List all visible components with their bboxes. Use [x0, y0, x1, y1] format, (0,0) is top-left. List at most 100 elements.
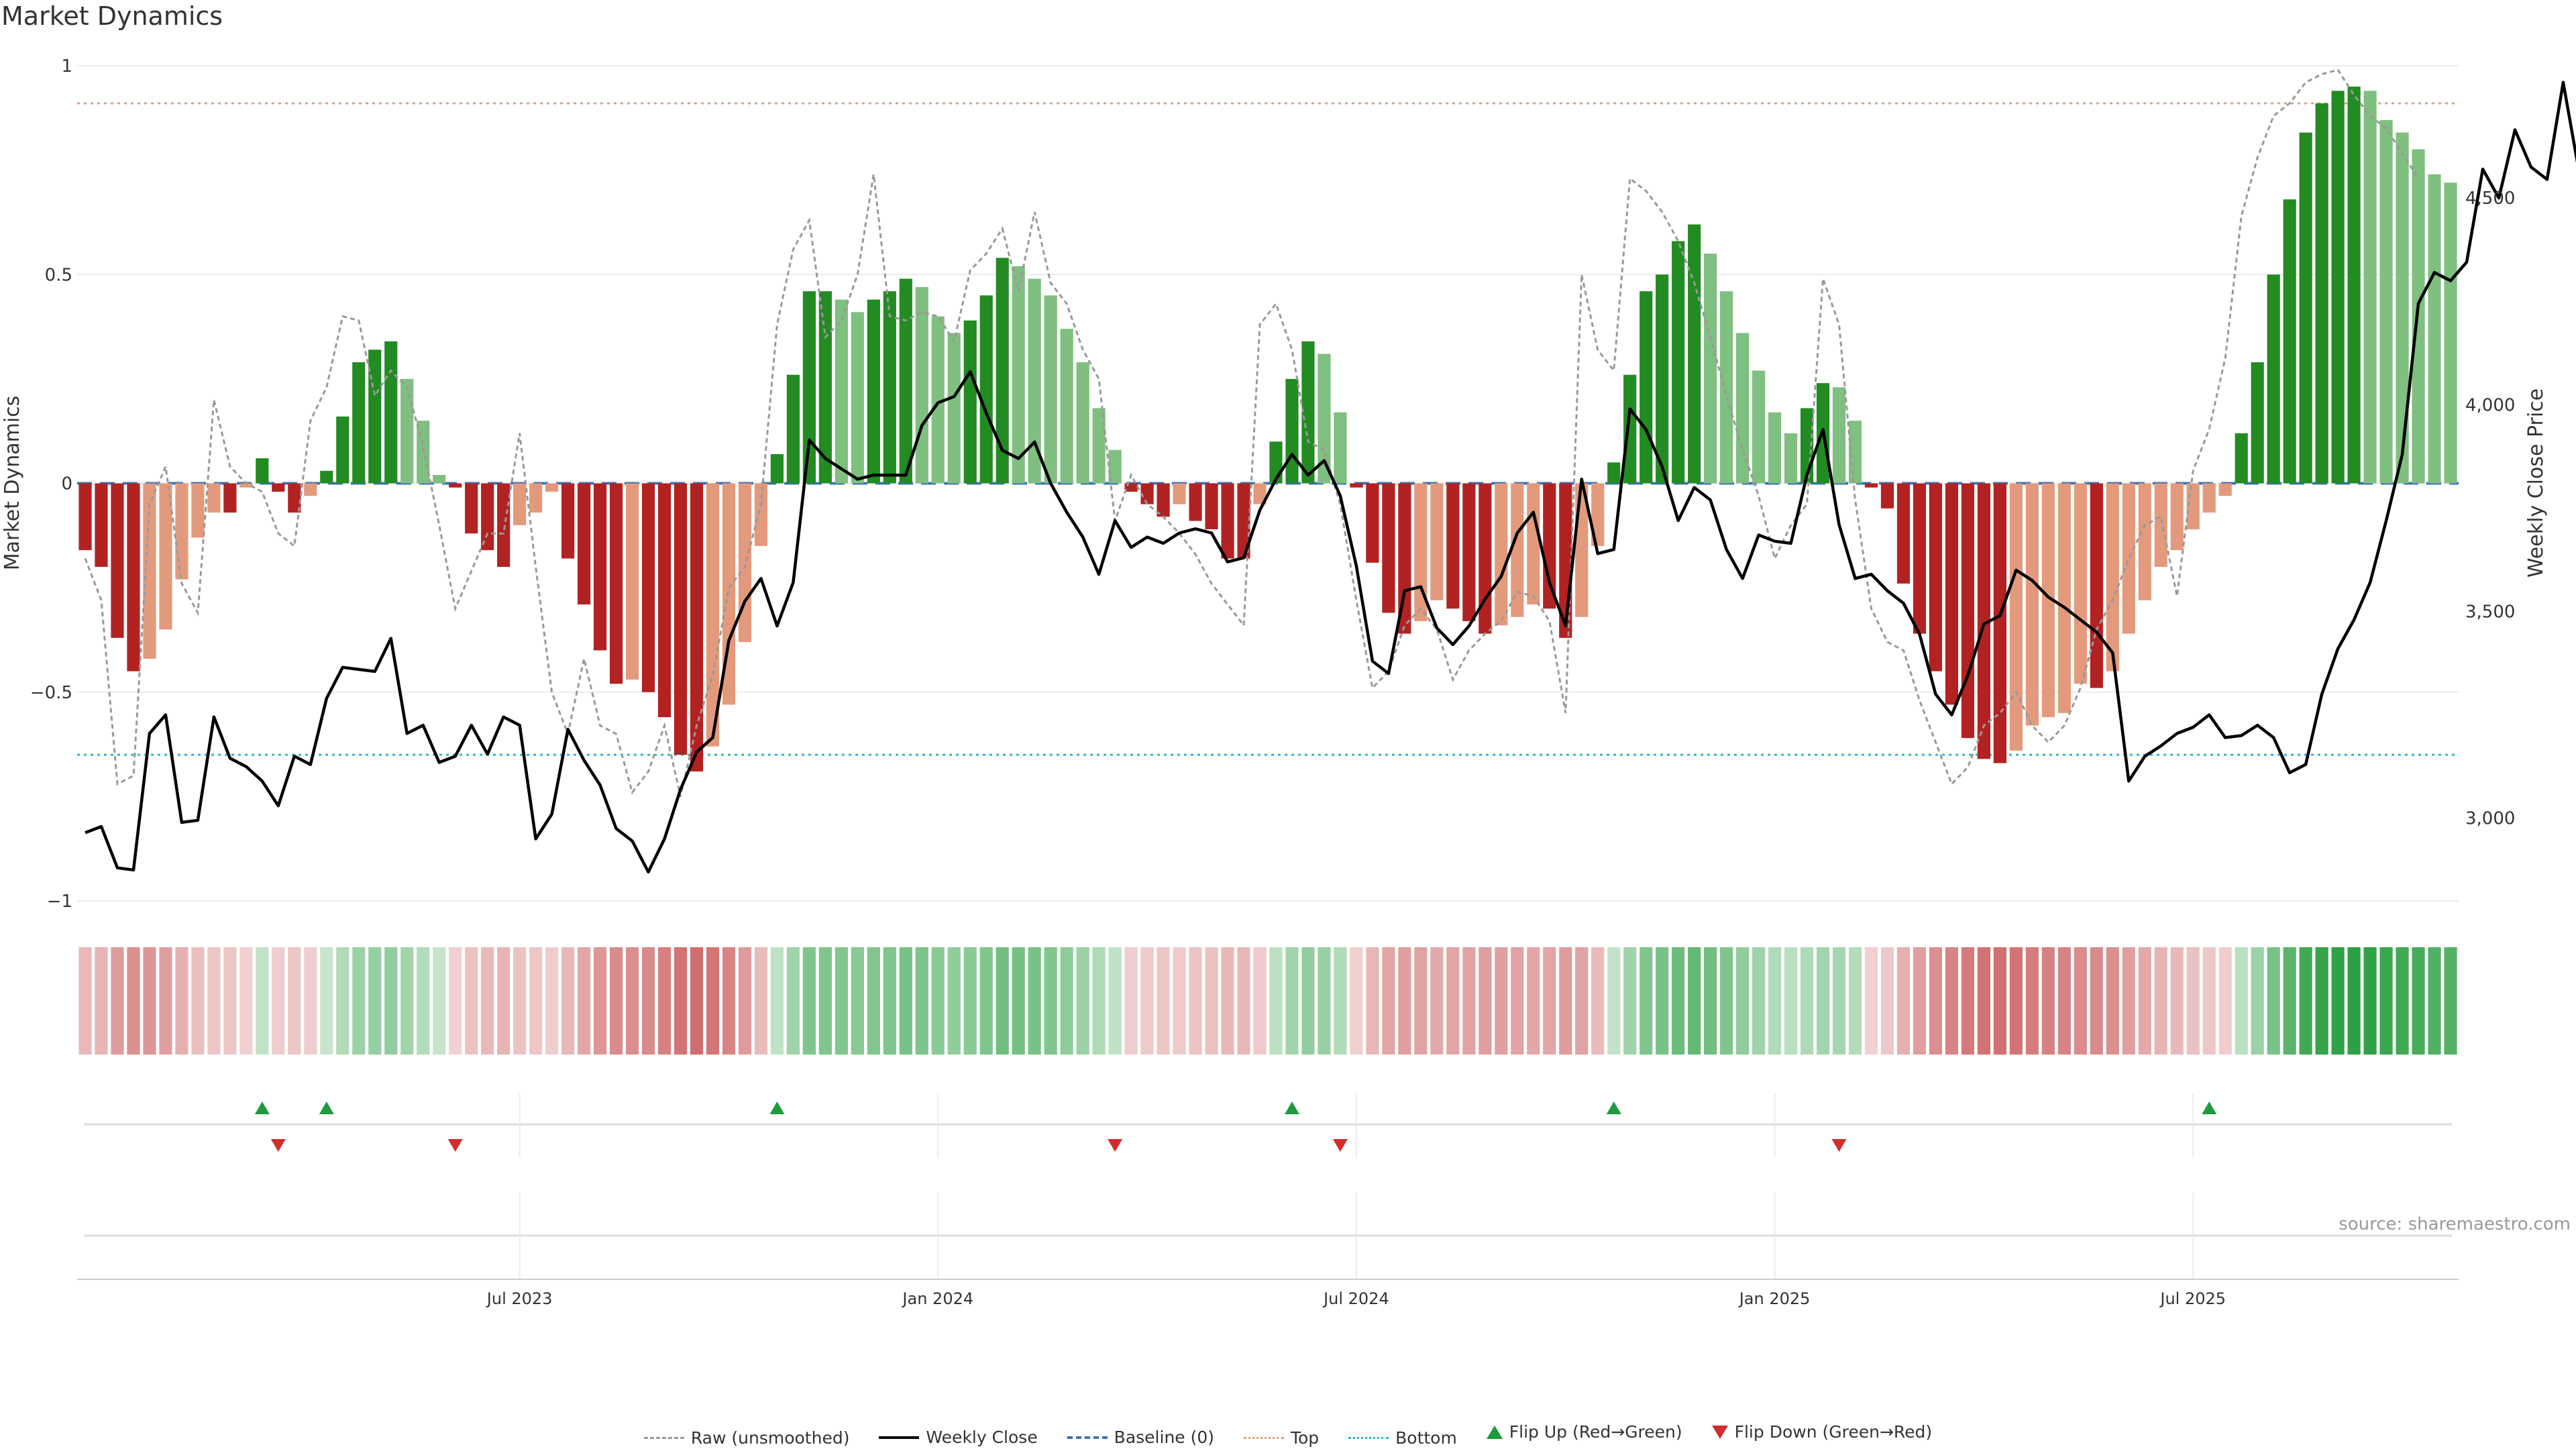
heat-cell [593, 947, 607, 1055]
heat-cell [127, 947, 140, 1055]
legend-close: Weekly Close [879, 1428, 1038, 1447]
heat-cell [1511, 947, 1524, 1055]
heat-cell [674, 947, 688, 1055]
dynamics-bar [1929, 483, 1943, 672]
dynamics-bar [1945, 483, 1959, 705]
dynamics-bar [272, 483, 285, 492]
dynamics-bar [1961, 483, 1975, 739]
dynamics-bar [1060, 329, 1073, 484]
heat-cell [513, 947, 527, 1055]
dynamics-bar [674, 483, 688, 755]
heat-cell [159, 947, 172, 1055]
dynamics-bar [561, 483, 575, 559]
left-tick-label: 0 [61, 474, 72, 494]
heat-cell [1446, 947, 1460, 1055]
heat-cell [2025, 947, 2039, 1055]
right-tick-label: 4,500 [2465, 189, 2515, 209]
legend-flip-up: Flip Up (Red→Green) [1486, 1422, 1682, 1442]
dynamics-bar [304, 483, 317, 496]
flip-up-icon [1486, 1425, 1503, 1439]
heat-cell [288, 947, 301, 1055]
heat-cell [1462, 947, 1476, 1055]
dynamics-bar [2283, 199, 2296, 484]
dynamics-bar [2202, 483, 2216, 513]
dynamics-bar [2074, 483, 2087, 684]
heat-cell [1269, 947, 1283, 1055]
flip-up-marker [319, 1102, 334, 1114]
heat-cell [1688, 947, 1701, 1055]
legend-top-label: Top [1290, 1428, 1320, 1448]
dynamics-bar [2363, 91, 2377, 484]
dynamics-bar [1382, 483, 1395, 613]
dynamics-bar [449, 483, 462, 488]
heat-cell [2041, 947, 2055, 1055]
dynamics-bar [1108, 449, 1122, 484]
heat-cell [465, 947, 478, 1055]
heat-cell [1495, 947, 1508, 1055]
heat-cell [883, 947, 896, 1055]
dynamics-bar [738, 483, 752, 643]
dynamics-bar [207, 483, 221, 513]
dynamics-bar [1752, 370, 1766, 484]
heat-cell [835, 947, 848, 1055]
heat-cell [2428, 947, 2441, 1055]
dynamics-bar [867, 299, 880, 484]
flip-up-marker [254, 1102, 270, 1114]
dynamics-bar [175, 483, 189, 580]
heat-cell [2122, 947, 2135, 1055]
heat-cell [1816, 947, 1830, 1055]
flip-down-marker [1108, 1139, 1123, 1152]
heat-cell [2186, 947, 2200, 1055]
left-axis-title: Market Dynamics [1, 396, 24, 571]
heat-cell [2299, 947, 2312, 1055]
dynamics-bar [2009, 483, 2023, 751]
dynamics-bar [770, 453, 784, 484]
dynamics-bar [609, 483, 623, 684]
dynamics-bar [915, 286, 928, 484]
legend-top-swatch [1243, 1436, 1284, 1439]
dynamics-bar [1543, 483, 1556, 609]
dynamics-bar [835, 299, 848, 484]
heat-cell [2412, 947, 2425, 1055]
heat-cell [2283, 947, 2296, 1055]
heat-cell [1607, 947, 1621, 1055]
dynamics-bar [2331, 91, 2345, 484]
dynamics-bar [1173, 483, 1186, 504]
heat-cell [143, 947, 156, 1055]
legend-close-swatch [879, 1436, 920, 1439]
dynamics-bar [1527, 483, 1540, 605]
flip-down-marker [1332, 1139, 1348, 1152]
heat-cell [979, 947, 993, 1055]
heat-cell [2347, 947, 2361, 1055]
heat-cell [449, 947, 462, 1055]
heat-cell [1334, 947, 1347, 1055]
dynamics-bar [1221, 483, 1234, 559]
dynamics-bar [384, 341, 398, 484]
dynamics-bar [706, 483, 720, 747]
heat-cell [609, 947, 623, 1055]
dynamics-bar [1656, 274, 1669, 484]
x-tick-label: Jul 2023 [486, 1289, 553, 1308]
heat-cell [1656, 947, 1669, 1055]
heat-cell [1752, 947, 1766, 1055]
dynamics-bar [1784, 433, 1798, 484]
dynamics-bar [657, 483, 672, 718]
heat-cell [786, 947, 800, 1055]
dynamics-bar [1672, 241, 1685, 484]
heat-cell [2154, 947, 2167, 1055]
heat-cell [2057, 947, 2071, 1055]
dynamics-bar [2444, 182, 2457, 484]
heat-cell [2379, 947, 2393, 1055]
heat-cell [481, 947, 494, 1055]
legend-raw-label: Raw (unsmoothed) [690, 1428, 850, 1448]
heat-cell [1977, 947, 1990, 1055]
heat-cell [1108, 947, 1122, 1055]
heat-cell [2251, 947, 2264, 1055]
heat-cell [2074, 947, 2087, 1055]
heat-cell [239, 947, 253, 1055]
heat-cell [1623, 947, 1637, 1055]
heat-cell [706, 947, 720, 1055]
dynamics-bar [1350, 483, 1363, 488]
heat-cell [996, 947, 1009, 1055]
right-tick-label: 3,500 [2465, 602, 2515, 623]
